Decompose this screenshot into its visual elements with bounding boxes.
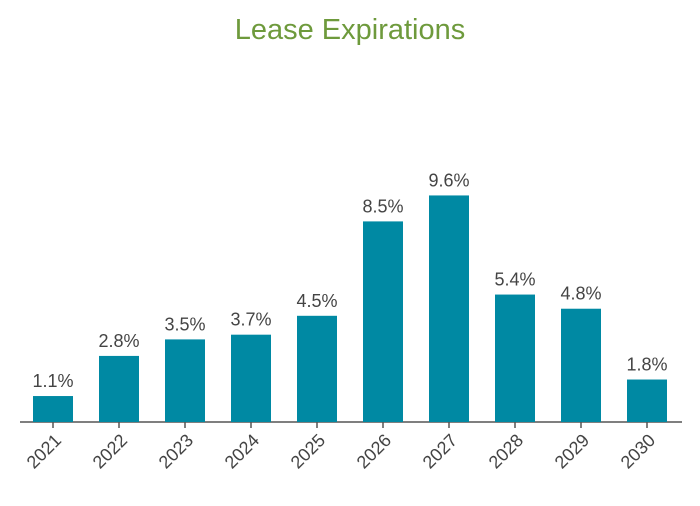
x-tick-label-2021: 2021 [23,430,65,472]
x-tick-label-2026: 2026 [353,430,395,472]
bar-2029 [561,308,601,422]
bar-2025 [297,315,337,422]
data-label-2025: 4.5% [296,291,337,311]
data-label-2023: 3.5% [164,314,205,334]
data-label-2030: 1.8% [626,355,667,375]
bar-2027 [429,195,469,422]
bar-2030 [627,379,667,422]
bar-2023 [165,339,205,422]
x-tick-label-2027: 2027 [419,430,461,472]
x-tick-label-2029: 2029 [551,430,593,472]
bar-2022 [99,355,139,422]
x-tick-label-2023: 2023 [155,430,197,472]
bar-2028 [495,294,535,422]
data-label-2029: 4.8% [560,284,601,304]
data-label-2024: 3.7% [230,310,271,330]
data-label-2027: 9.6% [428,170,469,190]
x-tick-label-2030: 2030 [617,430,659,472]
x-tick-label-2025: 2025 [287,430,329,472]
bar-2024 [231,334,271,422]
bar-2026 [363,221,403,422]
data-label-2028: 5.4% [494,270,535,290]
bar-2021 [33,396,73,422]
data-label-2026: 8.5% [362,196,403,216]
data-label-2022: 2.8% [98,331,139,351]
x-tick-label-2024: 2024 [221,430,263,472]
x-tick-label-2028: 2028 [485,430,527,472]
chart-title: Lease Expirations [234,14,466,46]
data-label-2021: 1.1% [32,371,73,391]
x-tick-label-2022: 2022 [89,430,131,472]
